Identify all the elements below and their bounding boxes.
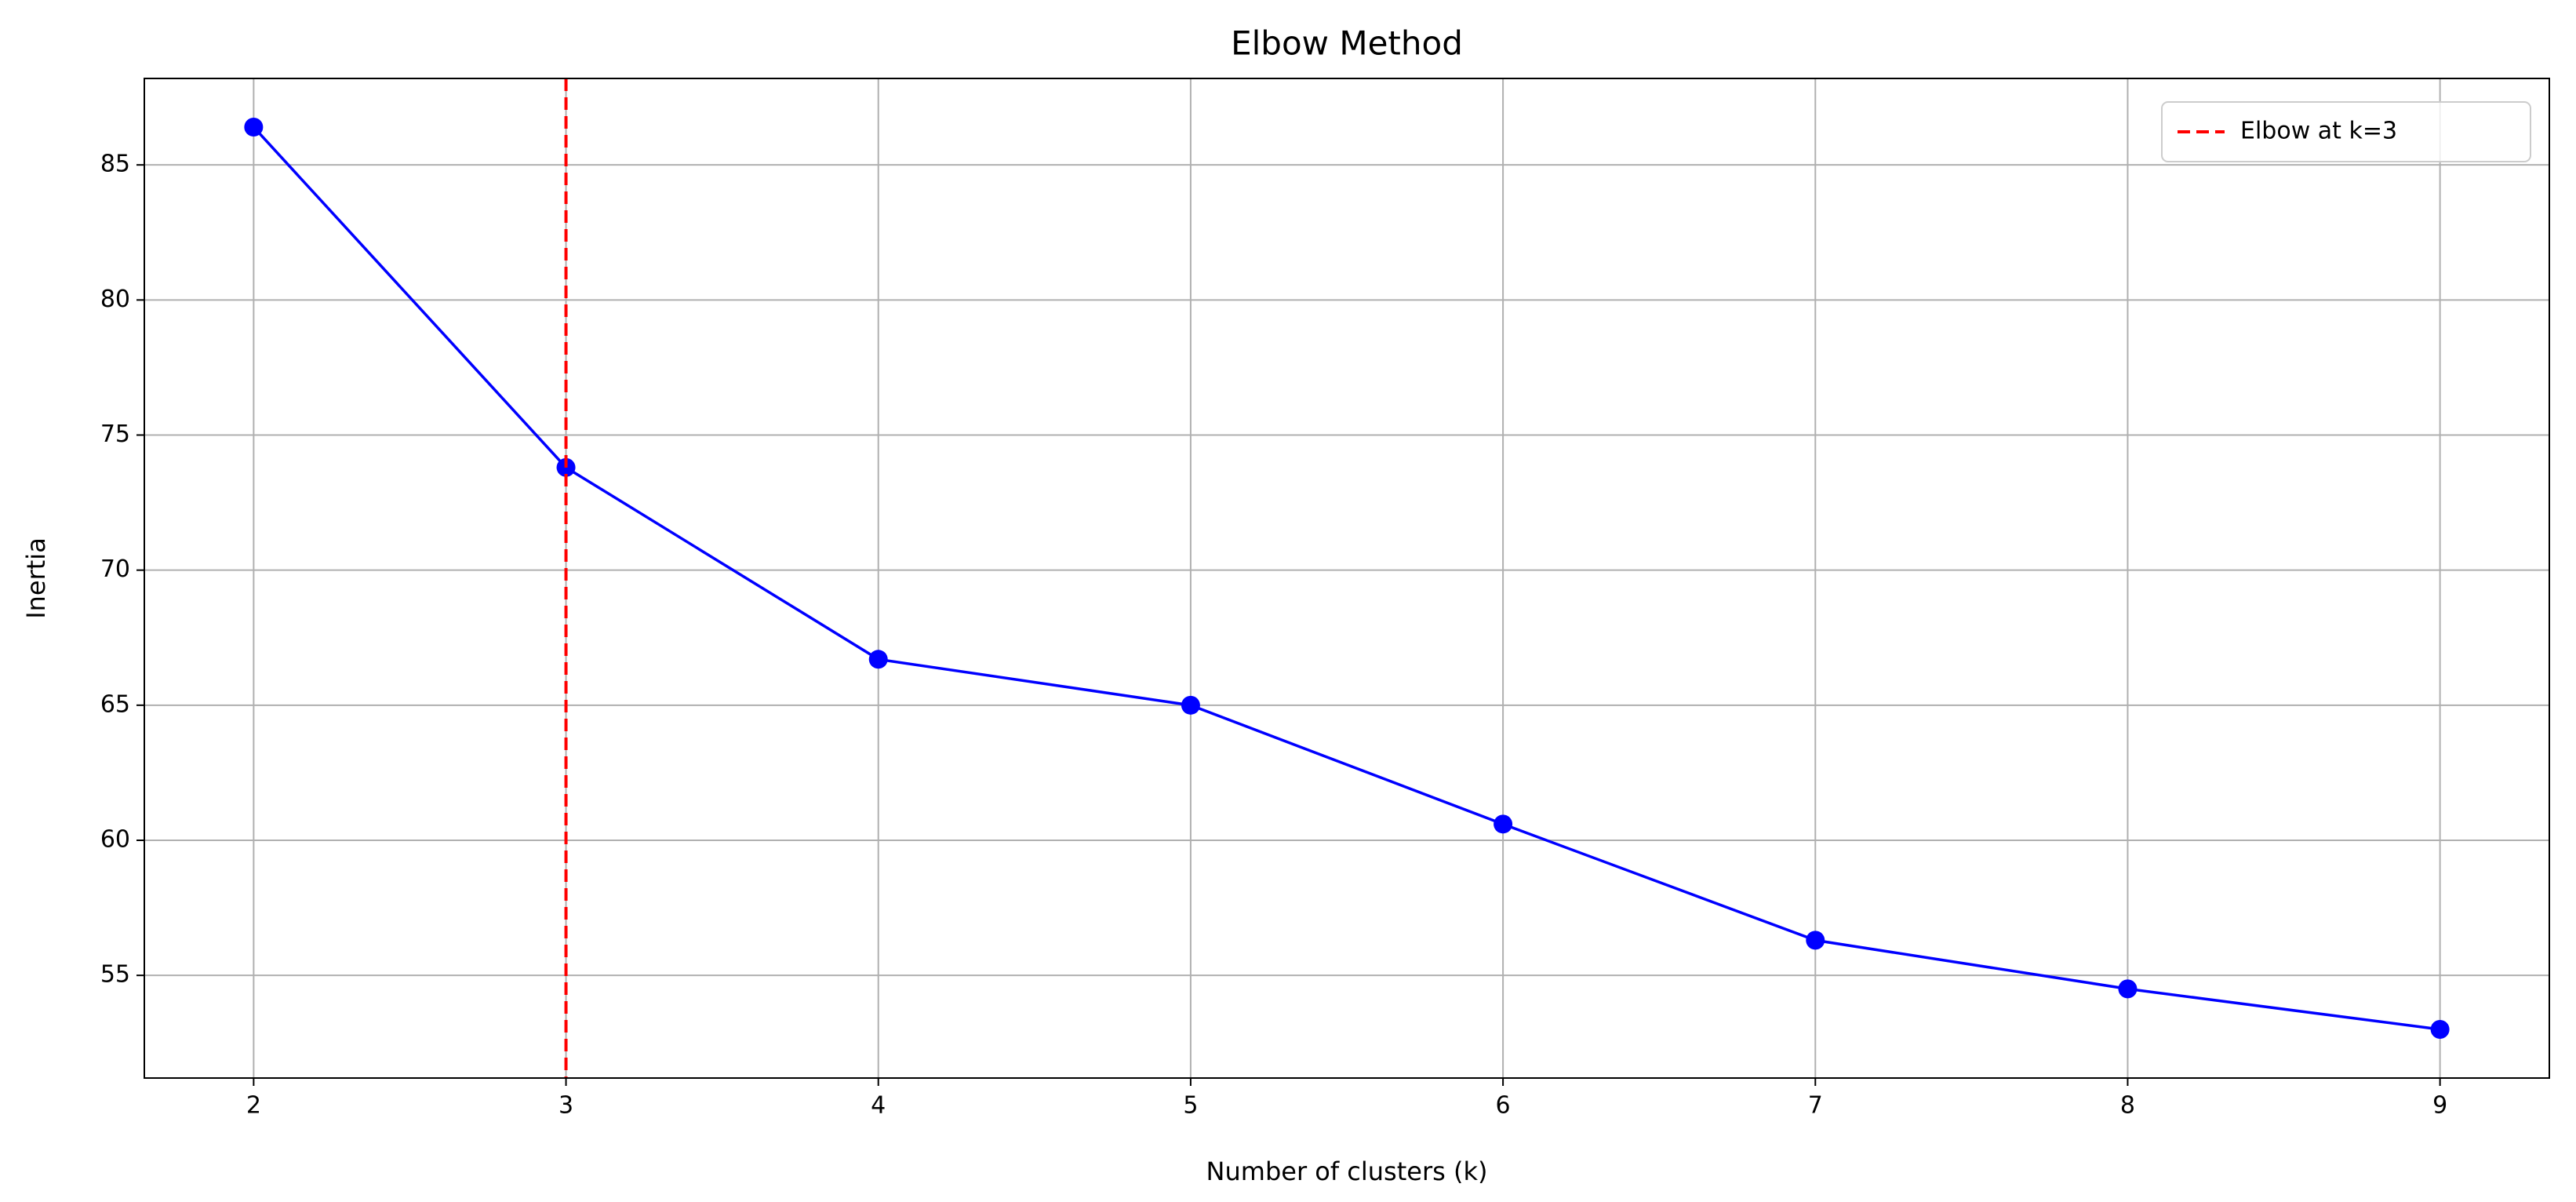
y-tick-label: 75 — [100, 421, 130, 448]
x-axis-label: Number of clusters (k) — [1206, 1156, 1488, 1186]
y-tick-label: 60 — [100, 825, 130, 853]
chart-title: Elbow Method — [1231, 24, 1463, 63]
legend-label: Elbow at k=3 — [2240, 118, 2397, 145]
y-tick-label: 55 — [100, 961, 130, 989]
y-axis-label: Inertia — [21, 537, 51, 619]
x-tick-label: 4 — [871, 1092, 886, 1120]
x-tick-label: 7 — [1808, 1092, 1823, 1120]
x-tick-label: 5 — [1183, 1092, 1198, 1120]
x-tick-label: 3 — [558, 1092, 573, 1120]
marker — [1181, 695, 1200, 715]
marker — [868, 650, 888, 669]
x-tick-label: 6 — [1496, 1092, 1511, 1120]
x-tick-label: 8 — [2120, 1092, 2135, 1120]
y-tick-label: 65 — [100, 690, 130, 718]
y-tick-label: 80 — [100, 286, 130, 313]
x-tick-label: 9 — [2432, 1092, 2447, 1120]
plot-frame — [144, 78, 2550, 1079]
marker — [1494, 814, 1513, 834]
marker — [1806, 931, 1825, 950]
marker — [2118, 979, 2138, 999]
legend-box — [2161, 101, 2531, 162]
y-tick-label: 85 — [100, 151, 130, 178]
x-tick-label: 2 — [246, 1092, 261, 1120]
marker — [244, 117, 264, 137]
marker — [2430, 1020, 2450, 1040]
y-tick-label: 70 — [100, 555, 130, 583]
line — [253, 126, 2440, 1031]
